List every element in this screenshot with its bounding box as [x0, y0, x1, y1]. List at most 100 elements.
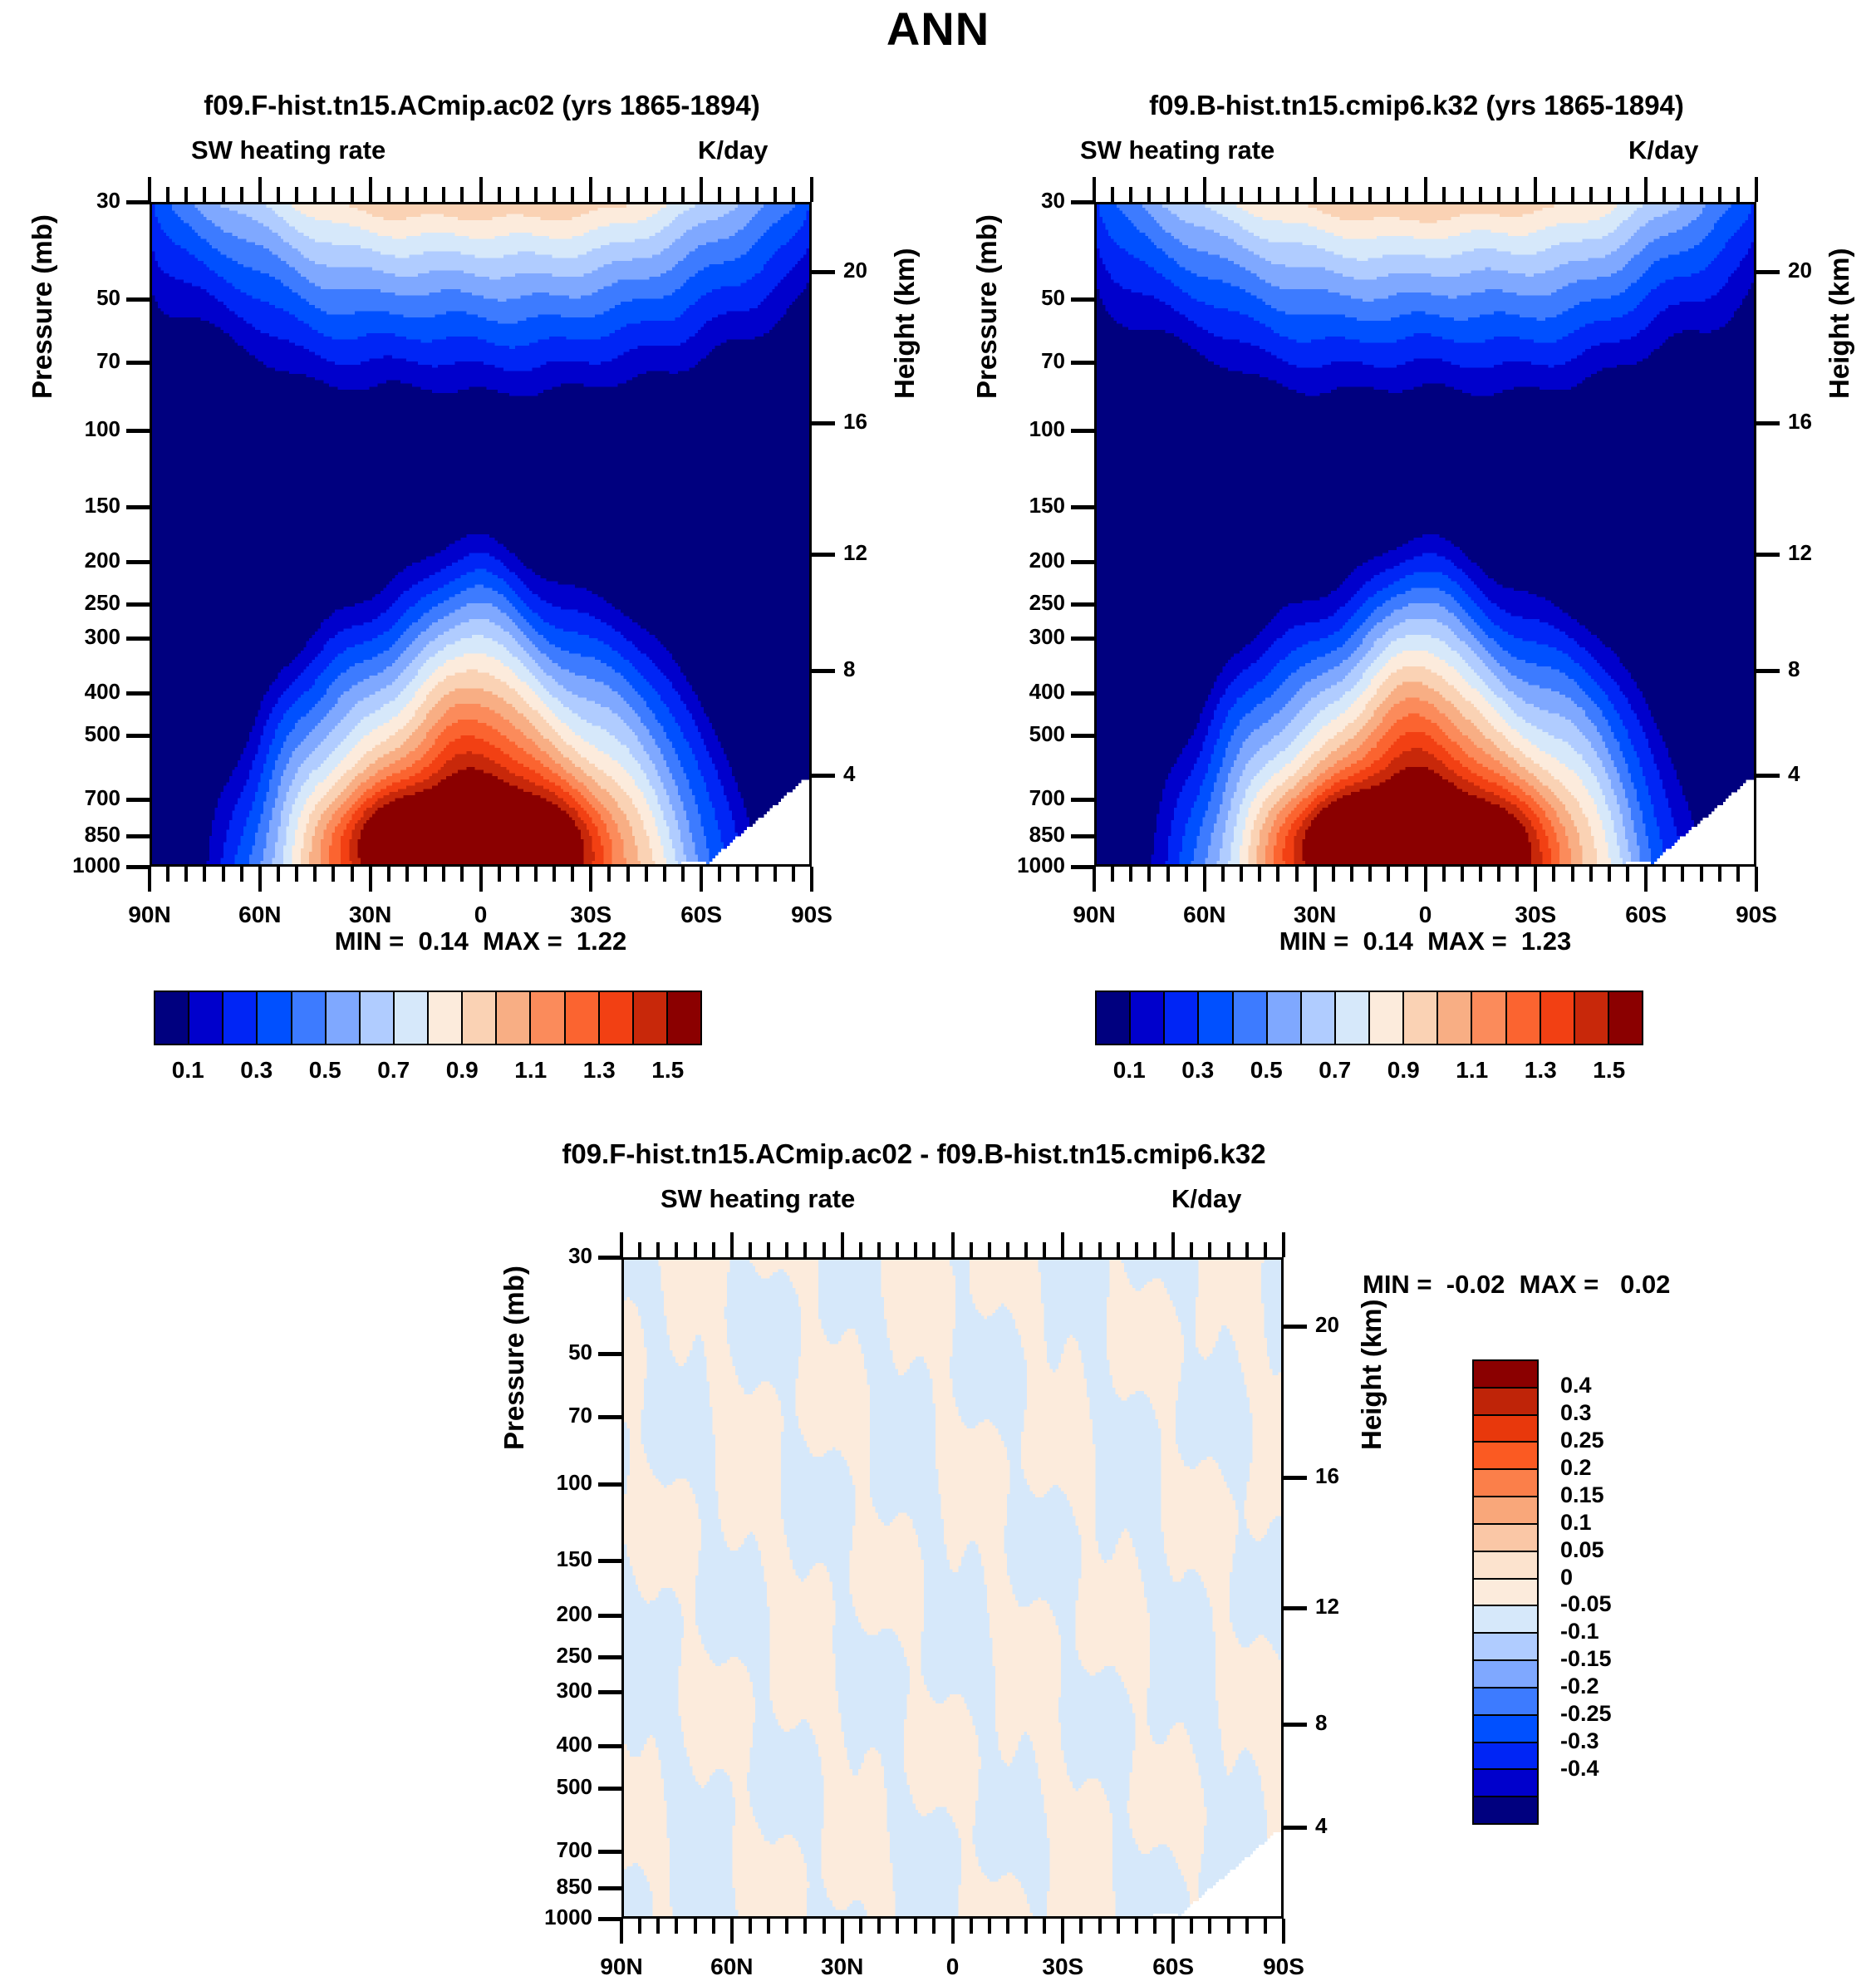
bottom-tick [533, 867, 538, 882]
top-tick [1171, 1232, 1176, 1257]
height-tick-label-4: 4 [1315, 1813, 1328, 1839]
top-tick [1220, 187, 1225, 202]
top-tick [515, 187, 519, 202]
bottom-tick [589, 867, 593, 892]
colorbar-difference[interactable] [1472, 1359, 1539, 1825]
bottom-tick [479, 867, 483, 892]
bottom-tick [822, 1919, 826, 1934]
top-tick [858, 1242, 862, 1257]
lat-tick-label-30N: 30N [820, 1954, 864, 1979]
top-tick [1116, 1242, 1120, 1257]
bottom-tick [1282, 1919, 1285, 1944]
top-tick [718, 187, 722, 202]
bottom-tick [767, 1919, 771, 1934]
pressure-tick-50 [126, 297, 150, 302]
pressure-tick-250 [598, 1655, 621, 1660]
pressure-tick-1000 [126, 865, 150, 869]
height-tick-8 [1284, 1722, 1307, 1727]
height-tick-12 [1284, 1606, 1307, 1611]
bottom-tick [1662, 867, 1667, 882]
top-tick [932, 1242, 936, 1257]
colorbar-diff-label--0p05: -0.05 [1560, 1591, 1612, 1617]
bottom-tick [858, 1919, 862, 1934]
colorbar-label-0.5: 0.5 [308, 1057, 341, 1083]
height-tick-label-16: 16 [1788, 409, 1812, 435]
colorbar-label-0.3: 0.3 [1181, 1057, 1215, 1083]
height-tick-20 [1756, 269, 1780, 274]
colorbar-diff-label-0p15: 0.15 [1560, 1482, 1604, 1507]
top-tick [1153, 1242, 1157, 1257]
panel-top-right-field-label: SW heating rate [1080, 135, 1275, 165]
height-tick-4 [1756, 773, 1780, 778]
colorbar-label-0.9: 0.9 [1387, 1057, 1420, 1083]
colorbar-label-1.3: 1.3 [1524, 1057, 1557, 1083]
bottom-tick [1405, 867, 1409, 882]
colorbar-cell-12 [1506, 992, 1541, 1044]
top-tick [1129, 187, 1133, 202]
colorbar-label-0.3: 0.3 [240, 1057, 273, 1083]
lat-tick-label-90S: 90S [791, 902, 832, 927]
pressure-tick-500 [598, 1786, 621, 1791]
top-tick [1460, 187, 1464, 202]
bottom-tick [607, 867, 611, 882]
bottom-tick [1478, 867, 1482, 882]
bottom-tick [729, 1919, 734, 1944]
bottom-tick [1368, 867, 1373, 882]
lat-tick-label-30S: 30S [1042, 1954, 1084, 1979]
bottom-tick [497, 867, 501, 882]
bottom-tick [840, 1919, 844, 1944]
colorbar-diff-cell-0 [1474, 1361, 1537, 1389]
pressure-tick-500 [1071, 733, 1094, 738]
bottom-tick [785, 1919, 789, 1934]
top-tick [442, 187, 446, 202]
colorbar-cell-4 [1233, 992, 1268, 1044]
pressure-tick-label-500: 500 [1029, 720, 1065, 746]
top-tick [896, 1242, 900, 1257]
panel-top-left-plot [150, 202, 812, 867]
bottom-tick [803, 1919, 808, 1934]
top-tick [1331, 187, 1335, 202]
pressure-tick-label-1000: 1000 [1017, 853, 1065, 877]
lat-tick-label-60S: 60S [1152, 1954, 1195, 1979]
panel-top-right-title: f09.B-hist.tn15.cmip6.k32 (yrs 1865-1894… [1149, 90, 1684, 120]
colorbar-diff-label-0p05: 0.05 [1560, 1536, 1604, 1562]
bottom-tick [736, 867, 740, 882]
bottom-tick [1681, 867, 1685, 882]
top-tick [1755, 177, 1758, 202]
bottom-tick [773, 867, 777, 882]
colorbar-diff-label-0p3: 0.3 [1560, 1399, 1592, 1425]
bottom-tick [1202, 867, 1206, 892]
panel-top-right-units-label: K/day [1628, 135, 1699, 165]
top-tick [295, 187, 299, 202]
height-tick-16 [1756, 421, 1780, 426]
bottom-tick [1607, 867, 1611, 882]
colorbar-cell-15 [667, 992, 700, 1044]
bottom-tick [1263, 1919, 1267, 1934]
bottom-tick [386, 867, 390, 882]
pressure-tick-label-250: 250 [84, 589, 120, 615]
pressure-tick-label-30: 30 [1041, 188, 1065, 213]
panel-difference-plot [621, 1257, 1284, 1919]
top-tick [773, 187, 777, 202]
bottom-tick [424, 867, 428, 882]
lat-tick-label-90N: 90N [600, 1954, 643, 1979]
pressure-tick-label-200: 200 [556, 1600, 592, 1626]
bottom-tick [1005, 1919, 1009, 1934]
top-tick [1184, 187, 1188, 202]
pressure-tick-100 [126, 428, 150, 433]
lat-tick-label-90N: 90N [1073, 902, 1116, 927]
colorbar-top-left[interactable] [154, 990, 702, 1045]
top-tick [368, 177, 372, 202]
colorbar-diff-label-0p1: 0.1 [1560, 1509, 1592, 1535]
colorbar-top-right[interactable] [1095, 990, 1643, 1045]
pressure-tick-700 [126, 797, 150, 802]
top-tick [754, 187, 759, 202]
bottom-tick [1644, 867, 1648, 892]
top-tick [405, 187, 409, 202]
top-tick [711, 1242, 715, 1257]
colorbar-cell-9 [463, 992, 498, 1044]
bottom-tick [969, 1919, 973, 1934]
bottom-tick [1589, 867, 1593, 882]
colorbar-label-1.5: 1.5 [1593, 1057, 1626, 1083]
panel-top-left-field-label: SW heating rate [191, 135, 386, 165]
